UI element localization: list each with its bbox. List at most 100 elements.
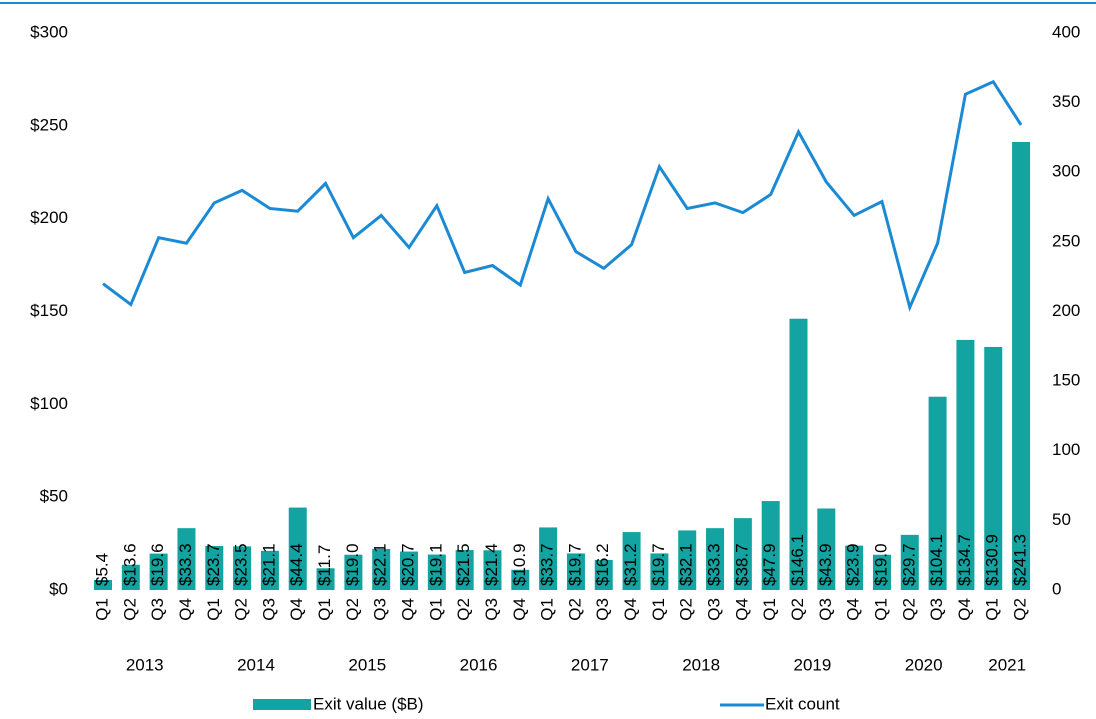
bar <box>706 528 725 590</box>
value-label: $21.5 <box>454 543 473 586</box>
bar <box>594 559 613 590</box>
value-label: $5.4 <box>92 553 111 586</box>
x-tick-label: Q4 <box>955 598 974 621</box>
y-tick-label: $100 <box>30 394 68 413</box>
x-tick-label: Q2 <box>677 598 696 621</box>
value-label: $130.9 <box>983 534 1002 586</box>
bar <box>427 554 446 590</box>
x-tick-label: Q2 <box>565 598 584 621</box>
bar <box>733 518 752 590</box>
x-tick-label: Q2 <box>1011 598 1030 621</box>
year-label: 2020 <box>905 655 943 674</box>
x-tick-label: Q2 <box>788 598 807 621</box>
value-label: $22.1 <box>371 543 390 586</box>
value-label: $20.7 <box>399 543 418 586</box>
bar <box>260 550 279 590</box>
y-tick-label: $0 <box>49 579 68 598</box>
y2-tick-label: 300 <box>1052 162 1080 181</box>
x-tick-label: Q4 <box>176 598 195 621</box>
value-label: $33.7 <box>538 543 557 586</box>
value-label: $134.7 <box>955 534 974 586</box>
value-label: $23.9 <box>844 543 863 586</box>
x-tick-label: Q1 <box>983 598 1002 621</box>
bar <box>205 545 224 590</box>
y-tick-label: $150 <box>30 301 68 320</box>
x-tick-label: Q4 <box>844 598 863 621</box>
x-tick-label: Q3 <box>593 598 612 621</box>
value-label: $19.6 <box>148 543 167 586</box>
y2-tick-label: 50 <box>1052 510 1071 529</box>
bar <box>483 550 502 590</box>
x-tick-label: Q3 <box>148 598 167 621</box>
year-label: 2021 <box>988 655 1026 674</box>
y-tick-label: $200 <box>30 208 68 227</box>
value-label: $47.9 <box>760 543 779 586</box>
legend-label: Exit count <box>765 694 840 713</box>
x-tick-label: Q2 <box>899 598 918 621</box>
x-tick-label: Q4 <box>287 598 306 621</box>
bar <box>400 551 419 590</box>
value-label: $241.3 <box>1011 534 1030 586</box>
x-tick-label: Q3 <box>259 598 278 621</box>
x-tick-label: Q4 <box>732 598 751 621</box>
value-label: $19.1 <box>426 543 445 586</box>
x-tick-label: Q2 <box>120 598 139 621</box>
bar <box>566 553 585 590</box>
y2-tick-label: 350 <box>1052 92 1080 111</box>
y2-tick-label: 100 <box>1052 440 1080 459</box>
x-tick-label: Q2 <box>343 598 362 621</box>
x-tick-label: Q4 <box>399 598 418 621</box>
x-tick-label: Q3 <box>927 598 946 621</box>
bar <box>956 339 975 590</box>
value-label: $19.7 <box>565 543 584 586</box>
bar <box>121 564 140 590</box>
y2-tick-label: 150 <box>1052 371 1080 390</box>
value-label: $44.4 <box>287 543 306 586</box>
bar <box>789 318 808 590</box>
value-label: $33.3 <box>176 543 195 586</box>
bar <box>344 554 363 590</box>
bar <box>1012 141 1031 590</box>
bar <box>372 548 391 590</box>
year-label: 2016 <box>460 655 498 674</box>
legend-label: Exit value ($B) <box>313 694 424 713</box>
x-tick-label: Q1 <box>760 598 779 621</box>
value-label: $10.9 <box>510 543 529 586</box>
y2-tick-label: 200 <box>1052 301 1080 320</box>
x-tick-label: Q3 <box>816 598 835 621</box>
bar <box>761 501 780 590</box>
bar <box>316 568 335 590</box>
bar <box>845 545 864 590</box>
year-label: 2015 <box>348 655 386 674</box>
value-label: $104.1 <box>927 534 946 586</box>
x-tick-label: Q1 <box>871 598 890 621</box>
bar <box>177 528 196 590</box>
year-label: 2017 <box>571 655 609 674</box>
value-label: $19.0 <box>343 543 362 586</box>
y-tick-label: $50 <box>40 487 68 506</box>
value-label: $146.1 <box>788 534 807 586</box>
bar <box>872 554 891 590</box>
bar <box>900 534 919 590</box>
bar <box>455 550 474 590</box>
y2-tick-label: 0 <box>1052 579 1061 598</box>
value-label: $29.7 <box>899 543 918 586</box>
bar <box>984 346 1003 590</box>
value-label: $23.5 <box>232 543 251 586</box>
x-tick-label: Q1 <box>649 598 668 621</box>
bar <box>678 530 697 590</box>
x-tick-label: Q4 <box>510 598 529 621</box>
year-label: 2019 <box>793 655 831 674</box>
bar <box>928 396 947 590</box>
value-label: $43.9 <box>816 543 835 586</box>
bar <box>650 553 669 590</box>
x-tick-label: Q1 <box>204 598 223 621</box>
y2-tick-label: 400 <box>1052 22 1080 41</box>
y-tick-label: $300 <box>30 22 68 41</box>
value-label: $11.7 <box>315 545 334 586</box>
value-label: $32.1 <box>677 543 696 586</box>
bar <box>539 527 558 590</box>
y2-tick-label: 250 <box>1052 231 1080 250</box>
value-label: $33.3 <box>705 543 724 586</box>
